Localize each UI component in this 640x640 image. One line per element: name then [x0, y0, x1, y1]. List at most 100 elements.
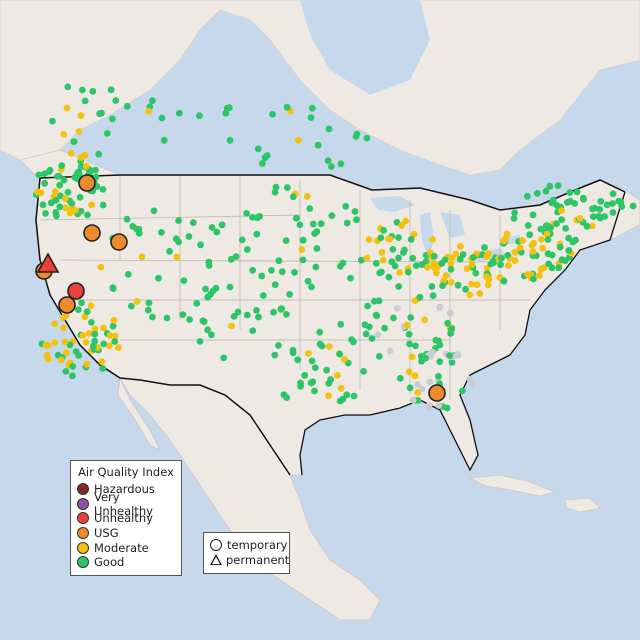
station-boise-usg[interactable]: [110, 233, 128, 251]
station-dot[interactable]: [208, 331, 215, 339]
station-dot[interactable]: [529, 248, 537, 255]
station-dot[interactable]: [180, 277, 188, 284]
station-dot[interactable]: [283, 311, 290, 318]
station-dot[interactable]: [314, 141, 322, 149]
station-dot[interactable]: [232, 253, 240, 260]
station-dot[interactable]: [325, 125, 333, 133]
station-dot[interactable]: [325, 392, 332, 400]
station-dot[interactable]: [64, 83, 72, 91]
station-dot[interactable]: [412, 262, 420, 269]
station-dot[interactable]: [193, 300, 201, 307]
station-dot[interactable]: [353, 216, 360, 224]
station-dot[interactable]: [484, 281, 492, 289]
station-dot[interactable]: [129, 223, 137, 230]
station-dot[interactable]: [91, 330, 99, 338]
station-dot[interactable]: [476, 290, 484, 297]
station-dot[interactable]: [343, 219, 351, 227]
station-dot[interactable]: [228, 322, 235, 330]
station-dot[interactable]: [523, 192, 531, 200]
station-dot[interactable]: [204, 326, 212, 334]
station-dot[interactable]: [562, 225, 569, 232]
station-dot[interactable]: [528, 241, 536, 249]
station-dot[interactable]: [430, 260, 437, 267]
station-dot[interactable]: [591, 204, 598, 212]
station-dot[interactable]: [396, 269, 404, 276]
station-dot[interactable]: [303, 193, 311, 200]
station-dot[interactable]: [432, 269, 440, 277]
station-dot[interactable]: [473, 281, 481, 288]
station-dot[interactable]: [313, 228, 321, 236]
station-dot[interactable]: [418, 261, 426, 268]
station-dot[interactable]: [106, 342, 113, 350]
station-dot[interactable]: [46, 166, 54, 174]
station-dot[interactable]: [213, 228, 221, 236]
station-dot[interactable]: [63, 349, 70, 357]
station-dot[interactable]: [52, 197, 60, 204]
station-dot[interactable]: [110, 317, 118, 324]
station-dot[interactable]: [99, 201, 107, 209]
station-dot[interactable]: [42, 210, 49, 217]
station-dot[interactable]: [454, 281, 462, 289]
large-station-markers[interactable]: [35, 174, 446, 402]
station-dot[interactable]: [308, 283, 315, 291]
station-dot[interactable]: [629, 202, 637, 210]
station-dot[interactable]: [74, 306, 82, 313]
station-dot[interactable]: [443, 404, 451, 412]
station-dot[interactable]: [407, 236, 415, 243]
station-dot[interactable]: [208, 224, 216, 231]
station-dot[interactable]: [384, 235, 392, 243]
station-dot[interactable]: [446, 352, 453, 360]
station-dot[interactable]: [189, 219, 197, 227]
station-dot[interactable]: [428, 283, 436, 290]
station-dot[interactable]: [435, 402, 443, 409]
station-dot[interactable]: [243, 210, 251, 217]
station-dot[interactable]: [519, 237, 526, 244]
station-dot[interactable]: [58, 162, 66, 170]
station-dot[interactable]: [365, 323, 373, 331]
station-dot[interactable]: [500, 277, 508, 285]
station-dot[interactable]: [307, 114, 315, 121]
station-dot[interactable]: [79, 86, 86, 94]
station-dot[interactable]: [172, 235, 180, 243]
station-dot[interactable]: [418, 385, 426, 393]
station-dot[interactable]: [97, 263, 105, 271]
station-dot[interactable]: [305, 350, 312, 357]
station-dot[interactable]: [163, 314, 171, 322]
station-dot[interactable]: [580, 195, 587, 203]
station-dot[interactable]: [64, 188, 72, 196]
station-dot[interactable]: [490, 259, 497, 266]
station-dot[interactable]: [166, 248, 173, 255]
station-dot[interactable]: [309, 378, 317, 386]
station-dot[interactable]: [609, 209, 617, 216]
station-dot[interactable]: [112, 97, 120, 104]
station-dot[interactable]: [76, 193, 84, 201]
station-dot[interactable]: [436, 341, 444, 349]
station-dot[interactable]: [549, 196, 557, 204]
station-dot[interactable]: [555, 264, 563, 272]
station-dot[interactable]: [412, 342, 419, 350]
station-dot[interactable]: [436, 358, 444, 366]
station-dot[interactable]: [186, 316, 194, 323]
station-dot[interactable]: [375, 353, 383, 360]
station-dot[interactable]: [312, 263, 320, 271]
station-dot[interactable]: [60, 176, 68, 184]
station-dot[interactable]: [393, 305, 401, 312]
station-dot[interactable]: [127, 302, 135, 310]
station-dot[interactable]: [66, 209, 74, 217]
station-dot[interactable]: [306, 205, 314, 212]
station-dot[interactable]: [372, 259, 380, 267]
station-dot[interactable]: [336, 262, 344, 270]
station-central-ca-usg[interactable]: [58, 296, 76, 314]
station-dot[interactable]: [432, 336, 440, 344]
station-dot[interactable]: [537, 265, 545, 273]
station-dot[interactable]: [49, 117, 56, 125]
station-dot[interactable]: [590, 213, 597, 221]
station-dot[interactable]: [301, 371, 309, 379]
station-dot[interactable]: [396, 374, 404, 382]
station-dot[interactable]: [299, 236, 307, 244]
station-dot[interactable]: [442, 272, 450, 279]
station-dot[interactable]: [196, 338, 204, 345]
station-dot[interactable]: [124, 270, 132, 278]
station-dot[interactable]: [317, 220, 325, 228]
station-dot[interactable]: [212, 284, 220, 292]
